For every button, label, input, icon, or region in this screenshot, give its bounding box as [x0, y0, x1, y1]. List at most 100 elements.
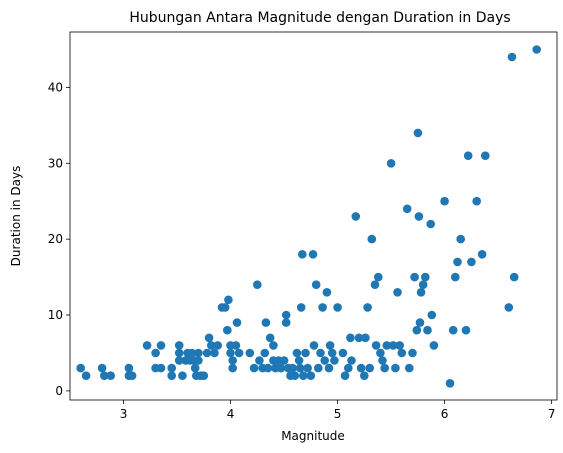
scatter-point — [327, 348, 337, 358]
scatter-point — [367, 234, 377, 244]
scatter-point — [370, 280, 380, 290]
scatter-point — [299, 371, 308, 381]
scatter-point — [472, 196, 482, 206]
scatter-point — [325, 341, 335, 350]
scatter-point — [360, 371, 369, 381]
scatter-point — [316, 348, 325, 358]
scatter-point — [194, 356, 203, 365]
scatter-point — [156, 363, 166, 373]
scatter-point — [199, 371, 209, 381]
scatter-point — [322, 288, 332, 297]
scatter-point — [532, 45, 541, 54]
scatter-point — [361, 333, 370, 343]
scatter-point — [224, 295, 233, 305]
scatter-point — [333, 303, 342, 312]
scatter-point — [416, 288, 426, 297]
scatter-point — [413, 128, 423, 138]
scatter-point — [249, 363, 259, 373]
scatter-point — [156, 341, 166, 350]
scatter-point — [151, 348, 160, 358]
scatter-point — [142, 341, 152, 350]
scatter-point — [382, 341, 392, 350]
scatter-point — [231, 341, 241, 350]
scatter-point — [97, 363, 107, 373]
scatter-point — [356, 363, 366, 373]
scatter-point — [365, 363, 375, 373]
scatter-point — [467, 257, 476, 267]
scatter-point — [421, 272, 430, 282]
scatter-point — [388, 341, 398, 350]
scatter-point — [344, 363, 353, 373]
scatter-point — [363, 303, 372, 312]
scatter-point — [386, 159, 396, 168]
x-tick-label: 5 — [334, 407, 342, 421]
scatter-point — [306, 371, 316, 381]
scatter-point — [281, 310, 291, 320]
scatter-point — [76, 363, 85, 373]
scatter-point — [228, 363, 237, 373]
scatter-point — [463, 151, 473, 160]
scatter-point — [354, 333, 364, 343]
scatter-point — [402, 204, 412, 214]
scatter-point — [295, 363, 305, 373]
x-tick-label: 7 — [548, 407, 556, 421]
scatter-point — [296, 303, 306, 312]
scatter-point — [374, 272, 383, 282]
scatter-point — [245, 348, 255, 358]
scatter-point — [178, 371, 187, 381]
scatter-point — [418, 280, 428, 290]
scatter-point — [477, 250, 487, 259]
scatter-point — [391, 363, 400, 373]
scatter-point — [292, 348, 302, 358]
scatter-point — [408, 348, 417, 358]
scatter-point — [320, 356, 330, 365]
scatter-point — [207, 341, 216, 350]
scatter-point — [234, 348, 244, 358]
chart-title: Hubungan Antara Magnitude dengan Duratio… — [129, 10, 510, 26]
scatter-point — [314, 363, 323, 373]
scatter-point — [263, 363, 273, 373]
scatter-point — [202, 348, 212, 358]
scatter-point — [187, 348, 197, 358]
scatter-point — [330, 356, 339, 365]
scatter-point — [290, 371, 300, 381]
scatter-point — [347, 356, 356, 365]
scatter-point — [232, 318, 242, 327]
scatter-point — [213, 341, 222, 350]
scatter-point — [308, 250, 318, 259]
scatter-point — [260, 348, 270, 358]
scatter-point — [415, 318, 425, 327]
scatter-point — [204, 333, 214, 343]
scatter-point — [448, 325, 458, 335]
scatter-point — [338, 348, 348, 358]
scatter-point — [124, 363, 134, 373]
scatter-point — [371, 341, 381, 350]
scatter-point — [378, 356, 387, 365]
scatter-point — [223, 325, 232, 335]
scatter-point — [174, 356, 184, 365]
scatter-point — [276, 363, 286, 373]
scatter-point — [210, 348, 219, 358]
scatter-point — [309, 341, 319, 350]
scatter-point — [167, 363, 176, 373]
scatter-point — [324, 363, 334, 373]
scatter-point — [298, 250, 307, 259]
scatter-point — [167, 371, 176, 381]
scatter-point — [351, 212, 361, 221]
scatter-point — [127, 371, 137, 381]
scatter-point — [414, 212, 424, 221]
points-layer — [76, 45, 541, 388]
y-tick-label: 20 — [48, 232, 63, 246]
scatter-point — [252, 280, 262, 290]
y-tick-label: 10 — [48, 308, 63, 322]
scatter-point — [376, 348, 385, 358]
scatter-point — [509, 272, 519, 282]
scatter-point — [281, 318, 291, 327]
scatter-point — [318, 303, 327, 312]
scatter-point — [261, 318, 271, 327]
scatter-point — [346, 333, 355, 343]
scatter-point — [100, 371, 109, 381]
scatter-point — [265, 333, 275, 343]
scatter-point — [106, 371, 115, 381]
scatter-point — [226, 348, 235, 358]
